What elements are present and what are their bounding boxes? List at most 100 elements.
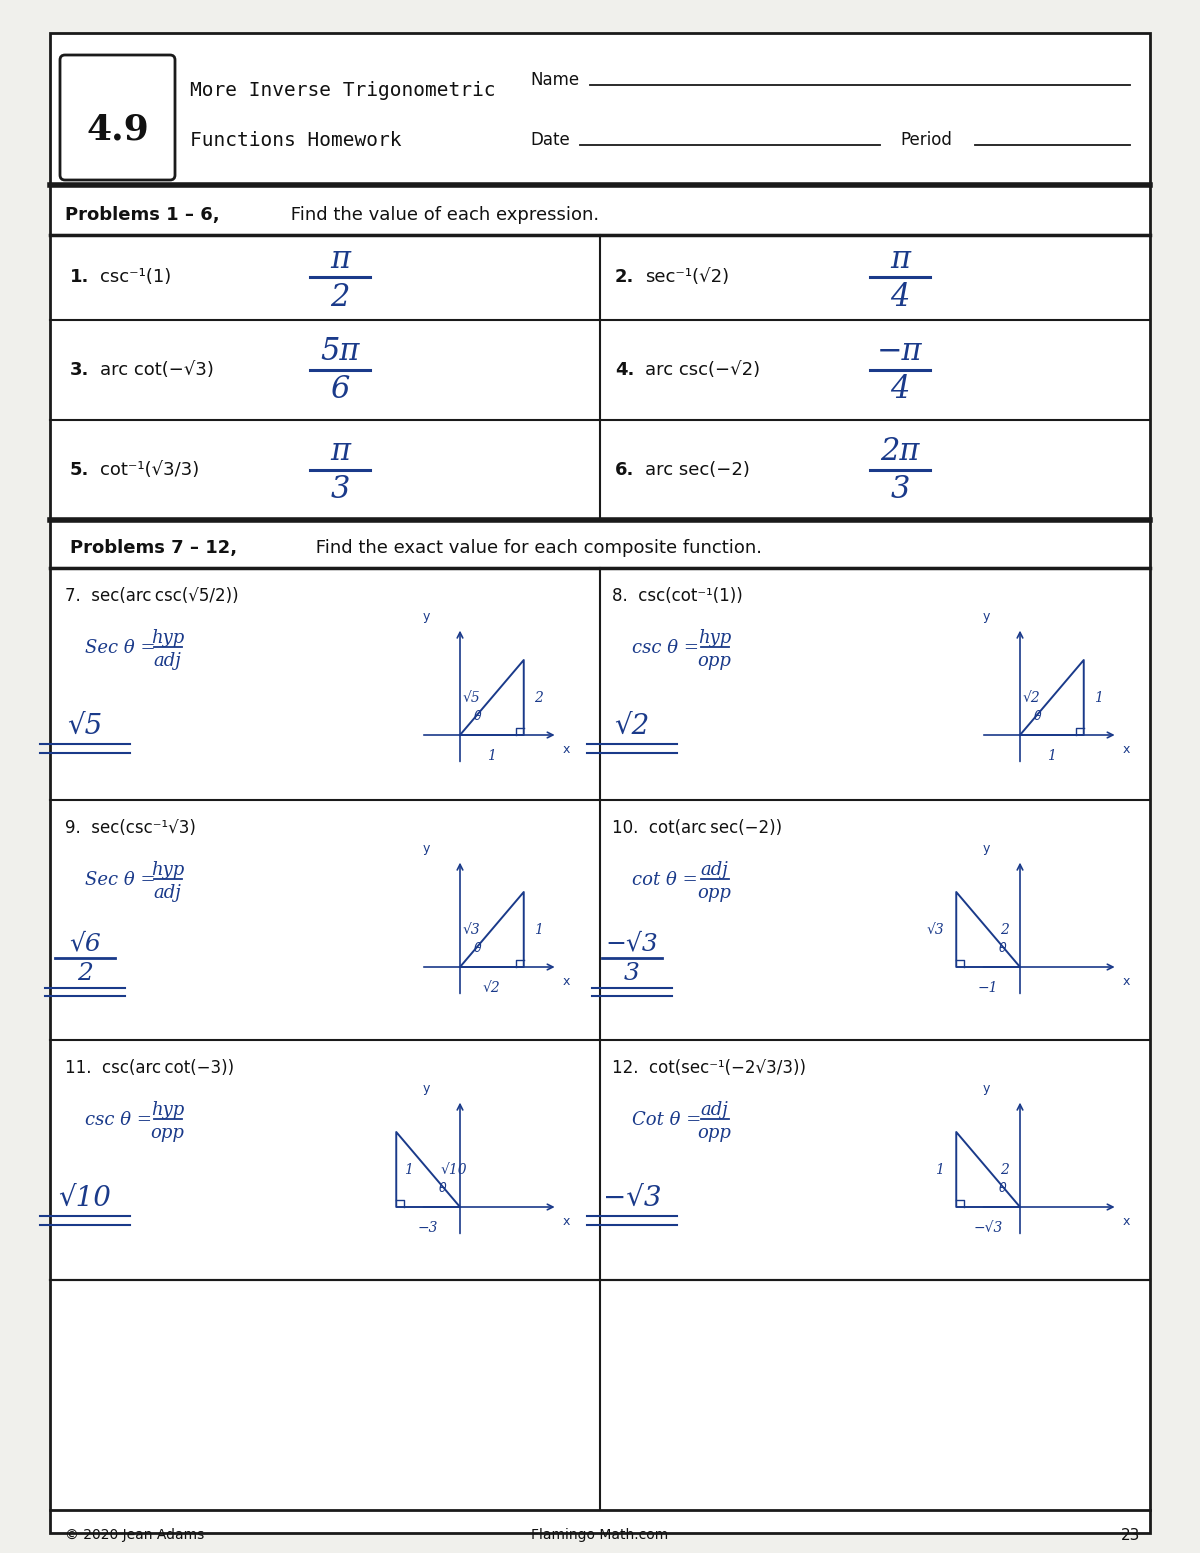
Text: 8.  csc(cot⁻¹(1)): 8. csc(cot⁻¹(1)) xyxy=(612,587,743,606)
Text: √5: √5 xyxy=(462,691,480,705)
Text: x: x xyxy=(1122,975,1129,988)
Text: csc θ =: csc θ = xyxy=(632,638,698,657)
Text: Date: Date xyxy=(530,130,570,149)
Text: 2: 2 xyxy=(534,691,542,705)
Text: 10.  cot(arc sec(−2)): 10. cot(arc sec(−2)) xyxy=(612,818,782,837)
Text: 23: 23 xyxy=(1121,1528,1140,1542)
Text: θ: θ xyxy=(438,1182,446,1194)
Text: hyp: hyp xyxy=(151,629,184,648)
Text: opp: opp xyxy=(150,1124,185,1141)
Text: Sec θ =: Sec θ = xyxy=(85,871,156,888)
Text: θ: θ xyxy=(474,710,481,724)
Text: 6: 6 xyxy=(330,374,349,405)
Text: Find the value of each expression.: Find the value of each expression. xyxy=(286,207,599,224)
Text: Problems 7 – 12,: Problems 7 – 12, xyxy=(70,539,238,558)
Text: −π: −π xyxy=(877,337,923,368)
Text: 3: 3 xyxy=(330,475,349,505)
Text: opp: opp xyxy=(697,652,732,669)
Text: opp: opp xyxy=(697,884,732,902)
Text: arc sec(−2): arc sec(−2) xyxy=(646,461,750,478)
Text: y: y xyxy=(982,842,990,854)
Text: y: y xyxy=(422,842,430,854)
Text: 7.  sec⁡(arc csc(√5/2)): 7. sec⁡(arc csc(√5/2)) xyxy=(65,587,239,606)
Text: π: π xyxy=(890,244,910,275)
Text: 3: 3 xyxy=(890,475,910,505)
Text: adj: adj xyxy=(154,652,181,669)
Text: More Inverse Trigonometric: More Inverse Trigonometric xyxy=(190,81,496,99)
Text: csc θ =: csc θ = xyxy=(85,1110,152,1129)
Text: arc csc(−√2): arc csc(−√2) xyxy=(646,360,760,379)
Text: −√3: −√3 xyxy=(606,932,659,955)
Text: π: π xyxy=(330,436,350,467)
Text: adj: adj xyxy=(154,884,181,902)
Text: 4: 4 xyxy=(890,374,910,405)
Text: Cot θ =: Cot θ = xyxy=(632,1110,701,1129)
Text: cot θ =: cot θ = xyxy=(632,871,697,888)
Text: Period: Period xyxy=(900,130,952,149)
Text: 12.  cot⁡(sec⁻¹(−2√3/3)): 12. cot⁡(sec⁻¹(−2√3/3)) xyxy=(612,1059,806,1076)
Text: 1: 1 xyxy=(534,922,542,936)
Text: csc⁻¹(1): csc⁻¹(1) xyxy=(100,269,172,286)
Text: 4.: 4. xyxy=(616,360,635,379)
Text: adj: adj xyxy=(701,860,728,879)
Text: 1: 1 xyxy=(1093,691,1103,705)
Text: Find the exact value for each composite function.: Find the exact value for each composite … xyxy=(310,539,762,558)
Text: θ: θ xyxy=(998,1182,1006,1194)
Text: y: y xyxy=(982,1082,990,1095)
Text: hyp: hyp xyxy=(151,860,184,879)
Text: 5π: 5π xyxy=(320,337,360,368)
Text: 2.: 2. xyxy=(616,269,635,286)
Text: arc cot(−√3): arc cot(−√3) xyxy=(100,360,214,379)
Text: © 2020 Jean Adams: © 2020 Jean Adams xyxy=(65,1528,204,1542)
Text: −3: −3 xyxy=(418,1221,438,1235)
Text: √10: √10 xyxy=(59,1185,112,1211)
Text: −√3: −√3 xyxy=(973,1221,1003,1235)
Text: 3: 3 xyxy=(624,963,640,986)
Text: 11.  csc(arc cot(−3)): 11. csc(arc cot(−3)) xyxy=(65,1059,234,1076)
Text: √3: √3 xyxy=(462,922,480,936)
Text: 1: 1 xyxy=(487,749,497,763)
FancyBboxPatch shape xyxy=(60,54,175,180)
Text: Problems 1 – 6,: Problems 1 – 6, xyxy=(65,207,220,224)
Text: π: π xyxy=(330,244,350,275)
Text: y: y xyxy=(422,1082,430,1095)
Text: θ: θ xyxy=(1034,710,1042,724)
Text: 1: 1 xyxy=(404,1163,413,1177)
Text: Sec θ =: Sec θ = xyxy=(85,638,156,657)
Text: opp: opp xyxy=(697,1124,732,1141)
Text: 2: 2 xyxy=(77,963,92,986)
Text: θ: θ xyxy=(998,943,1006,955)
Text: 4.9: 4.9 xyxy=(86,113,149,148)
Text: 4: 4 xyxy=(890,281,910,312)
Text: 1: 1 xyxy=(1048,749,1056,763)
Polygon shape xyxy=(50,33,1150,1533)
Text: 5.: 5. xyxy=(70,461,89,478)
Text: 2: 2 xyxy=(1000,1163,1009,1177)
Text: cot⁻¹(√3/3): cot⁻¹(√3/3) xyxy=(100,461,199,478)
Text: y: y xyxy=(422,610,430,623)
Text: hyp: hyp xyxy=(151,1101,184,1120)
Text: √2: √2 xyxy=(1022,691,1040,705)
Text: Name: Name xyxy=(530,71,580,89)
Text: 1.: 1. xyxy=(70,269,89,286)
Text: Functions Homework: Functions Homework xyxy=(190,130,402,149)
Text: y: y xyxy=(982,610,990,623)
Text: 2: 2 xyxy=(1000,922,1009,936)
Text: θ: θ xyxy=(474,943,481,955)
Text: x: x xyxy=(1122,742,1129,756)
Text: x: x xyxy=(1122,1214,1129,1228)
Text: hyp: hyp xyxy=(698,629,731,648)
Text: √5: √5 xyxy=(67,713,103,739)
Text: √2: √2 xyxy=(482,981,500,995)
Text: adj: adj xyxy=(701,1101,728,1120)
Text: 3.: 3. xyxy=(70,360,89,379)
Text: √10: √10 xyxy=(440,1163,467,1177)
Text: 2π: 2π xyxy=(881,436,919,467)
Text: Flamingo Math.com: Flamingo Math.com xyxy=(532,1528,668,1542)
Text: √3: √3 xyxy=(926,922,944,936)
Text: x: x xyxy=(563,742,570,756)
Text: −√3: −√3 xyxy=(602,1185,661,1211)
Text: x: x xyxy=(563,1214,570,1228)
Text: 1: 1 xyxy=(935,1163,944,1177)
Text: −1: −1 xyxy=(978,981,998,995)
